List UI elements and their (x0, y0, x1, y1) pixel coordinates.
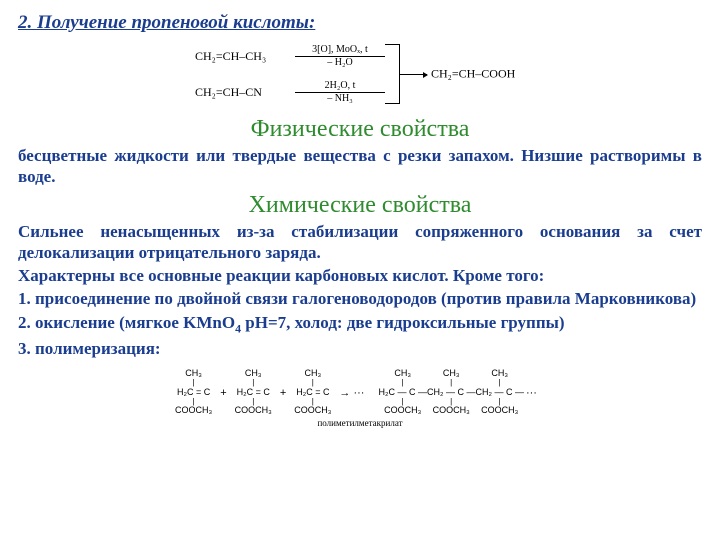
p1-bot: COOCH₃ (384, 406, 421, 416)
chem-p2: Характерны все основные реакции карбонов… (18, 265, 702, 286)
heading-chemical-properties: Химические свойства (18, 192, 702, 219)
cond-b-top: 2H₂O, t (295, 81, 385, 91)
chem-item-3: 3. полимеризация: (18, 338, 702, 359)
chem-item-2b: pH=7, холод: две гидроксильные группы) (241, 313, 565, 332)
reaction-scheme-propenoic: CH₂=CH–CH₃ 3[O], MoOₓ, t – H₂O CH₂=CH–CN… (195, 38, 525, 110)
polymerization-scheme: CH₃ | H₂C = C | COOCH₃ + CH₃ | H₂C = C |… (18, 369, 702, 428)
monomer-3: CH₃ | H₂C = C | COOCH₃ (294, 369, 331, 416)
polymer-label: полиметилметакрилат (18, 418, 702, 428)
reactant-acrylonitrile: CH₂=CH–CN (195, 85, 295, 100)
plus-2: + (278, 387, 288, 399)
reaction-arrow: → ··· (337, 387, 366, 399)
cond-b-bot: – NH₃ (295, 94, 385, 104)
merge-bracket (385, 44, 400, 104)
polymer-chain: CH₃ | H₂C — C — | COOCH₃ CH₃ | CH₂ — C —… (372, 369, 545, 416)
reaction-arrow-b: 2H₂O, t – NH₃ (295, 81, 385, 104)
m1-bot: COOCH₃ (175, 406, 212, 416)
m3-bot: COOCH₃ (294, 406, 331, 416)
cond-a-bot: – H₂O (295, 58, 385, 68)
physical-properties-text: бесцветные жидкости или твердые вещества… (18, 145, 702, 188)
cond-a-top: 3[O], MoOₓ, t (295, 45, 385, 55)
plus-1: + (218, 387, 228, 399)
p2-bot: COOCH₃ (433, 406, 470, 416)
heading-physical-properties: Физические свойства (18, 116, 702, 143)
reactant-propene: CH₂=CH–CH₃ (195, 49, 295, 64)
chem-item-2a: 2. окисление (мягкое KMnO (18, 313, 235, 332)
reaction-arrow-a: 3[O], MoOₓ, t – H₂O (295, 45, 385, 68)
section-title: 2. Получение пропеновой кислоты: (18, 12, 702, 34)
chem-p1: Сильнее ненасыщенных из-за стабилизации … (18, 221, 702, 264)
chem-item-1: 1. присоединение по двойной связи галоге… (18, 288, 702, 309)
product-propenoic-acid: CH₂=CH–COOH (431, 67, 515, 82)
chem-item-2: 2. окисление (мягкое KMnO4 pH=7, холод: … (18, 312, 702, 336)
output-arrow (399, 74, 427, 75)
monomer-2: CH₃ | H₂C = C | COOCH₃ (235, 369, 272, 416)
m2-bot: COOCH₃ (235, 406, 272, 416)
p3-bot: COOCH₃ (481, 406, 518, 416)
monomer-1: CH₃ | H₂C = C | COOCH₃ (175, 369, 212, 416)
poly-dots: ··· (524, 387, 539, 399)
